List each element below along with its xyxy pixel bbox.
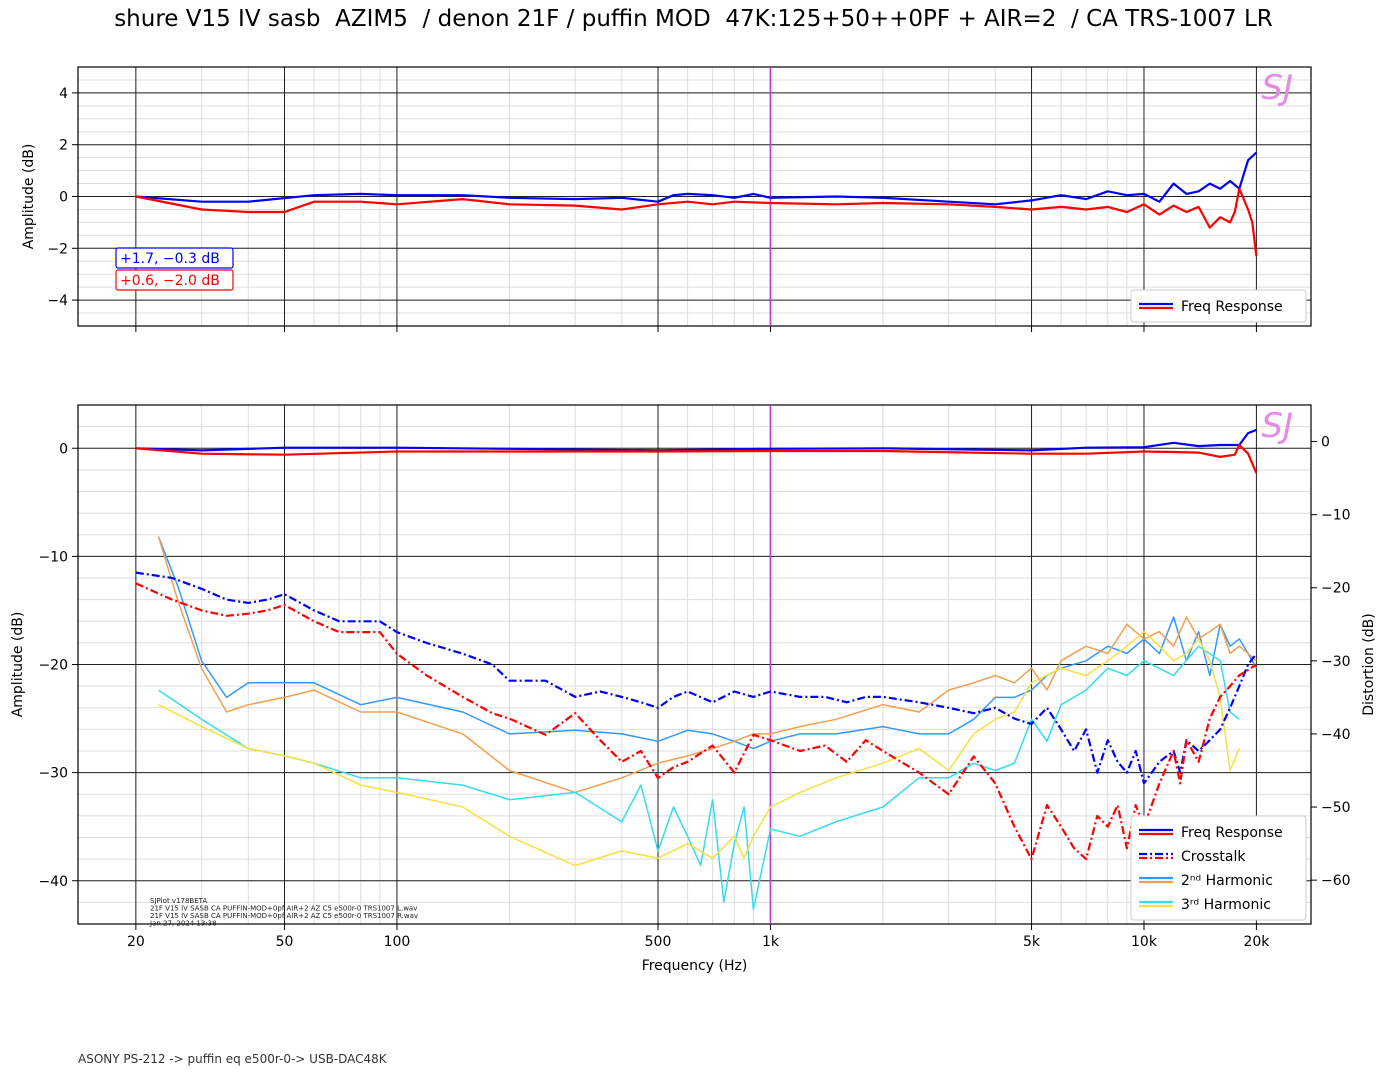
file-info-annotation: 21F V15 IV SASB CA PUFFIN-MOD+0pf AIR+2 …: [150, 912, 418, 920]
y-tick-label: −2: [47, 241, 68, 257]
y-tick-label: −40: [38, 874, 68, 890]
x-tick-label: 500: [645, 934, 672, 950]
legend-label: Freq Response: [1181, 825, 1283, 841]
y-right-tick-label: −20: [1321, 581, 1351, 597]
y-tick-label: 0: [59, 441, 68, 457]
x-tick-label: 5k: [1023, 934, 1041, 950]
y-tick-label: −20: [38, 658, 68, 674]
legend-box: [1130, 289, 1307, 323]
signal-chain-footer: ASONY PS-212 -> puffin eq e500r-0-> USB-…: [78, 1052, 387, 1066]
legend-label: 3ʳᵈ Harmonic: [1181, 897, 1271, 913]
crosstalk-line-l: [135, 571, 1258, 785]
x-tick-label: 100: [384, 934, 411, 950]
freq-response-line-l: [135, 428, 1257, 452]
x-tick-label: 20: [127, 934, 145, 950]
y-tick-label: 2: [59, 138, 68, 154]
legend-label: Crosstalk: [1181, 849, 1246, 865]
plot-frame: [77, 404, 1312, 925]
y-right-tick-label: 0: [1321, 435, 1330, 451]
x-axis-label: Frequency (Hz): [642, 958, 748, 974]
2-harmonic-line-h2-r: [157, 536, 1257, 794]
freq-response-line-r: [135, 443, 1258, 474]
frequency-response-panel: 4 2 0 −2 −4 Amplitude (dB) SJ Freq Response +1.7…: [21, 66, 1312, 332]
watermark-logo: SJ: [1261, 68, 1293, 108]
range-annotation-box: [115, 269, 234, 291]
chart-title: shure V15 IV sasb AZIM5 / denon 21F / pu…: [114, 6, 1273, 32]
freq-response-line-r: [135, 187, 1258, 257]
file-info-annotation: 21F V15 IV SASB CA PUFFIN-MOD+0pf AIR+2 …: [150, 905, 417, 913]
y-right-tick-label: −30: [1321, 654, 1351, 670]
y-right-axis-label: Distortion (dB): [1361, 613, 1377, 715]
y-right-tick-label: −60: [1321, 873, 1351, 889]
y-axis-label: Amplitude (dB): [21, 144, 37, 250]
y-tick-label: 4: [59, 86, 68, 102]
y-tick-label: −4: [47, 293, 68, 309]
file-info-annotation: SJPlot v178BETA: [150, 897, 207, 905]
legend-box: [1130, 815, 1307, 921]
range-annotation: +1.7, −0.3 dB: [120, 251, 220, 267]
crosstalk-line-r: [135, 582, 1257, 861]
y-right-tick-label: −40: [1321, 727, 1351, 743]
distortion-crosstalk-panel: 20 50 100 500 1k 5k 10k 20k 0 −10 −20 −30 −40 0 −10 −20…: [10, 404, 1377, 974]
freq-response-line-l: [135, 151, 1258, 206]
y-tick-label: −30: [38, 766, 68, 782]
y-axis-label: Amplitude (dB): [10, 612, 26, 718]
x-tick-label: 1k: [762, 934, 780, 950]
x-tick-label: 10k: [1131, 934, 1158, 950]
x-tick-label: 20k: [1243, 934, 1270, 950]
series-group: [135, 428, 1258, 911]
y-right-tick-label: −50: [1321, 800, 1351, 816]
y-tick-label: 0: [59, 190, 68, 206]
3-harmonic-line-h3-l: [158, 645, 1240, 911]
series-group: [135, 151, 1258, 257]
2-harmonic-line-h2-l: [157, 536, 1258, 750]
legend-label: 2ⁿᵈ Harmonic: [1181, 873, 1273, 889]
watermark-logo: SJ: [1261, 406, 1293, 446]
3-harmonic-line-h3-r: [158, 630, 1240, 867]
y-tick-label: −10: [38, 549, 68, 565]
x-tick-label: 50: [276, 934, 294, 950]
legend-label: Freq Response: [1181, 299, 1283, 315]
plot-frame: [77, 66, 1312, 327]
legend: Freq Response: [1130, 289, 1307, 323]
file-info-annotation: Jan 27, 2024 13:38: [149, 920, 217, 928]
range-annotation: +0.6, −2.0 dB: [120, 273, 220, 289]
range-annotation-box: [115, 247, 234, 269]
y-right-tick-label: −10: [1321, 508, 1351, 524]
legend: Freq Response Crosstalk 2ⁿᵈ Harmonic 3ʳᵈ Ha…: [1130, 815, 1307, 921]
